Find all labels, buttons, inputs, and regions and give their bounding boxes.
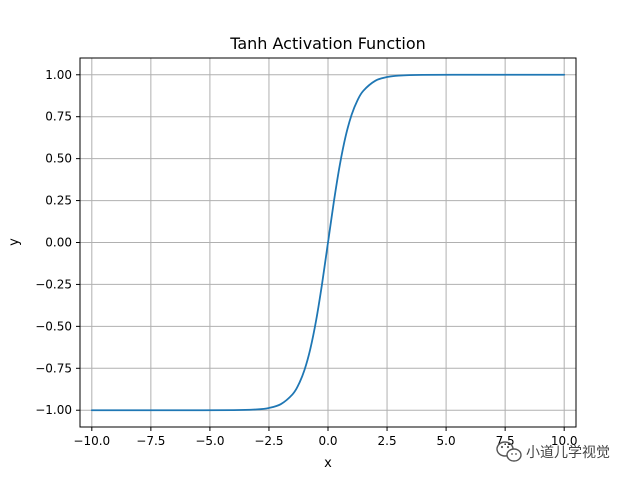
x-tick-label: 2.5	[378, 434, 397, 448]
series-layer	[90, 73, 566, 412]
x-tick-label: 0.0	[318, 434, 337, 448]
y-axis-label: y	[7, 238, 22, 246]
y-tick-label: −0.75	[35, 361, 72, 375]
wechat-icon	[496, 441, 522, 462]
chart-title: Tanh Activation Function	[229, 34, 426, 53]
y-tick-label: −1.00	[35, 403, 72, 417]
x-tick-label: −7.5	[136, 434, 165, 448]
watermark: 小道儿学视觉	[496, 441, 610, 462]
y-tick-label: 0.50	[45, 152, 72, 166]
ticks-layer: −10.0 −7.5 −5.0 −2.5 0.0 2.5 5.0 7.5 10.0 −1.00 −0…	[35, 68, 577, 448]
y-tick-label: 1.00	[45, 68, 72, 82]
x-axis-label: x	[324, 456, 332, 471]
y-tick-label: 0.25	[45, 194, 72, 208]
x-tick-label: −10.0	[73, 434, 110, 448]
x-tick-label: −5.0	[195, 434, 224, 448]
y-tick-label: −0.25	[35, 277, 72, 291]
watermark-text: 小道儿学视觉	[526, 445, 610, 461]
series-line-0	[90, 73, 566, 412]
x-tick-label: 10.0	[551, 434, 578, 448]
y-tick-label: 0.00	[45, 236, 72, 250]
y-tick-label: 0.75	[45, 110, 72, 124]
y-tick-label: −0.50	[35, 319, 72, 333]
x-tick-label: 7.5	[496, 434, 515, 448]
x-tick-label: −2.5	[254, 434, 283, 448]
x-tick-label: 5.0	[437, 434, 456, 448]
